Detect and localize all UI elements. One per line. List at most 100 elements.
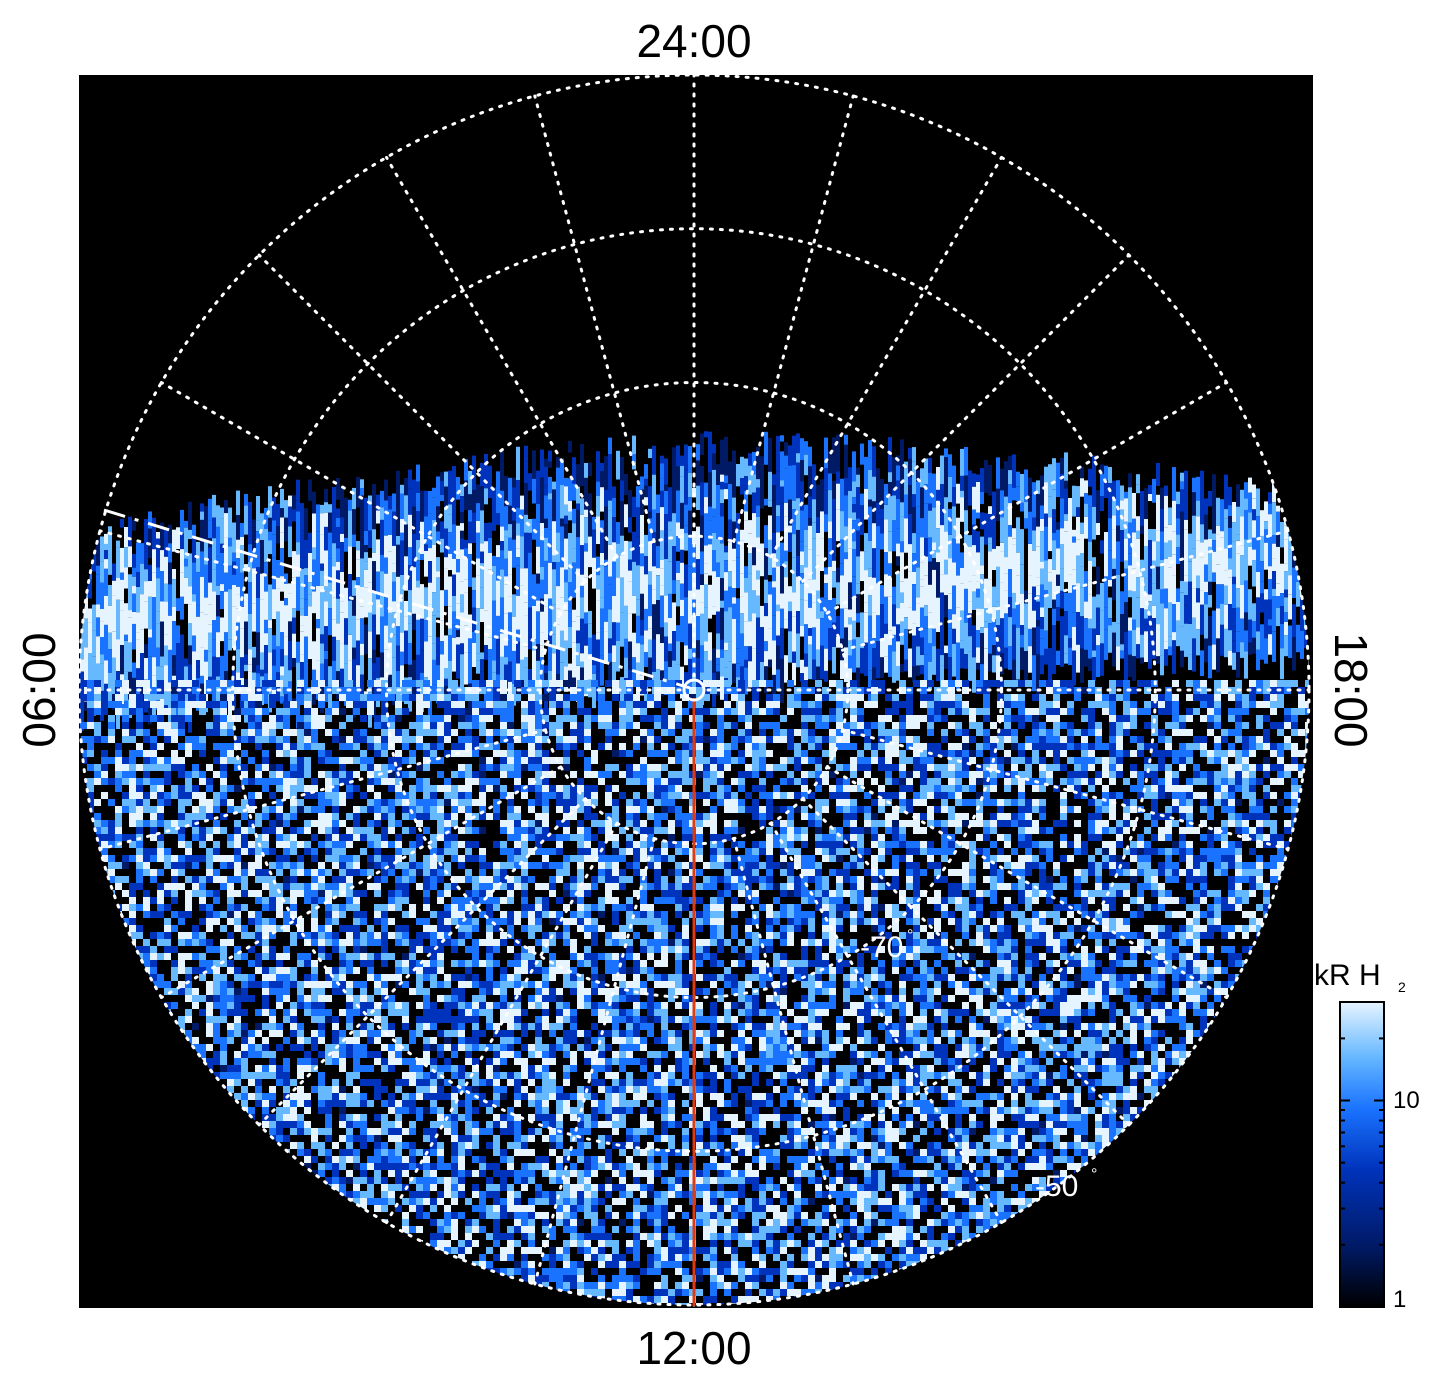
emission-cell: [1260, 535, 1264, 562]
emission-cell: [744, 511, 748, 521]
emission-cell: [542, 778, 549, 785]
emission-cell: [132, 662, 136, 678]
emission-cell: [528, 694, 535, 701]
emission-cell: [824, 567, 828, 575]
emission-cell: [528, 701, 535, 708]
emission-cell: [87, 701, 94, 708]
emission-cell: [885, 708, 892, 715]
emission-cell: [269, 715, 276, 722]
emission-cell: [1196, 476, 1200, 501]
emission-cell: [272, 619, 276, 636]
emission-cell: [157, 764, 164, 771]
emission-cell: [600, 443, 604, 463]
emission-cell: [1193, 736, 1200, 743]
emission-cell: [440, 590, 444, 621]
emission-cell: [572, 508, 576, 524]
emission-cell: [100, 621, 104, 637]
emission-cell: [1012, 500, 1016, 529]
emission-cell: [456, 644, 460, 679]
emission-cell: [101, 708, 108, 715]
emission-cell: [752, 513, 756, 548]
emission-cell: [1196, 540, 1200, 576]
emission-cell: [984, 459, 988, 494]
emission-cell: [768, 594, 772, 629]
emission-cell: [876, 615, 880, 642]
emission-cell: [864, 729, 871, 736]
emission-cell: [1076, 555, 1080, 584]
emission-cell: [1208, 607, 1212, 616]
emission-cell: [1164, 485, 1168, 496]
emission-cell: [420, 672, 424, 683]
emission-cell: [423, 743, 430, 750]
emission-cell: [268, 584, 272, 621]
emission-cell: [1208, 539, 1212, 547]
emission-cell: [486, 736, 493, 743]
emission-cell: [308, 630, 312, 659]
emission-cell: [269, 722, 276, 729]
emission-cell: [476, 633, 480, 654]
emission-cell: [384, 535, 388, 558]
emission-cell: [962, 771, 969, 778]
emission-cell: [178, 764, 185, 771]
emission-cell: [1208, 547, 1212, 582]
emission-cell: [584, 577, 588, 613]
emission-cell: [395, 729, 402, 736]
emission-cell: [1252, 484, 1256, 499]
emission-cell: [1039, 722, 1046, 729]
emission-cell: [500, 576, 504, 598]
emission-cell: [468, 521, 472, 544]
emission-cell: [311, 722, 318, 729]
emission-cell: [796, 556, 800, 577]
emission-cell: [964, 566, 968, 589]
emission-cell: [624, 605, 628, 639]
emission-cell: [608, 510, 612, 545]
emission-cell: [759, 778, 766, 785]
emission-cell: [1060, 687, 1067, 694]
emission-cell: [1032, 530, 1036, 551]
emission-cell: [760, 662, 764, 686]
emission-cell: [1109, 743, 1116, 750]
emission-cell: [416, 619, 420, 655]
emission-cell: [992, 655, 996, 673]
emission-cell: [528, 669, 532, 681]
emission-cell: [900, 541, 904, 553]
emission-cell: [104, 595, 108, 616]
emission-cell: [612, 542, 616, 562]
emission-cell: [644, 478, 648, 486]
emission-cell: [318, 771, 325, 778]
emission-cell: [904, 659, 908, 672]
emission-cell: [367, 701, 374, 708]
emission-cell: [1184, 575, 1188, 582]
emission-cell: [1235, 680, 1242, 687]
emission-cell: [1284, 708, 1291, 715]
emission-cell: [94, 722, 101, 729]
emission-cell: [708, 584, 712, 619]
emission-cell: [748, 553, 752, 574]
emission-cell: [157, 680, 164, 687]
emission-cell: [710, 778, 717, 785]
emission-cell: [1228, 486, 1232, 506]
emission-cell: [772, 567, 776, 582]
emission-cell: [488, 553, 492, 570]
emission-cell: [976, 608, 980, 631]
emission-cell: [1200, 778, 1207, 785]
emission-cell: [1291, 729, 1298, 736]
emission-cell: [360, 694, 367, 701]
emission-cell: [1024, 501, 1028, 519]
emission-cell: [829, 771, 836, 778]
emission-cell: [840, 539, 844, 564]
emission-cell: [556, 722, 563, 729]
emission-cell: [656, 513, 660, 547]
emission-cell: [544, 486, 548, 496]
emission-cell: [1168, 507, 1172, 525]
emission-cell: [290, 764, 297, 771]
emission-cell: [1204, 638, 1208, 663]
emission-cell: [640, 680, 647, 687]
emission-cell: [906, 715, 913, 722]
emission-cell: [168, 543, 172, 563]
emission-cell: [1252, 603, 1256, 622]
emission-cell: [1164, 527, 1168, 543]
emission-cell: [764, 641, 768, 652]
emission-cell: [1064, 514, 1068, 521]
emission-cell: [843, 736, 850, 743]
